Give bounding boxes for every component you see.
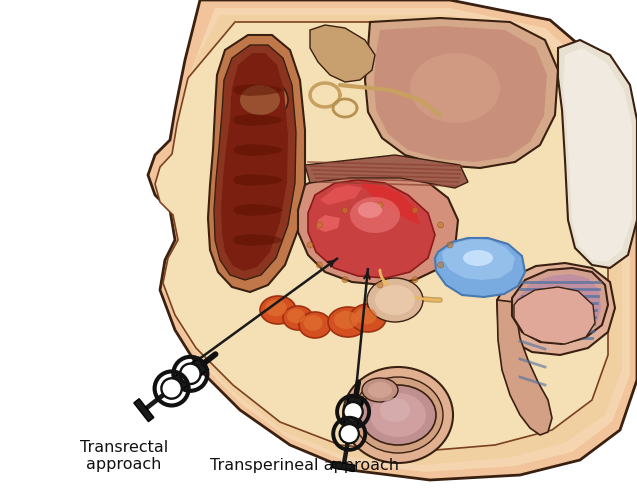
Circle shape <box>377 282 383 288</box>
Circle shape <box>412 208 418 214</box>
Circle shape <box>180 364 201 384</box>
Circle shape <box>438 262 443 268</box>
Polygon shape <box>316 215 340 232</box>
Ellipse shape <box>343 367 453 463</box>
Ellipse shape <box>287 309 305 323</box>
Polygon shape <box>233 84 283 96</box>
Polygon shape <box>298 170 458 285</box>
Ellipse shape <box>265 300 287 316</box>
Polygon shape <box>233 114 283 126</box>
Polygon shape <box>233 234 283 246</box>
Polygon shape <box>341 395 363 441</box>
Ellipse shape <box>380 398 410 422</box>
Ellipse shape <box>328 307 368 337</box>
Polygon shape <box>365 18 558 168</box>
Ellipse shape <box>410 53 500 123</box>
Polygon shape <box>208 35 305 292</box>
Circle shape <box>342 208 348 214</box>
Polygon shape <box>320 185 362 205</box>
Ellipse shape <box>360 385 436 445</box>
Polygon shape <box>221 53 288 271</box>
Ellipse shape <box>353 377 443 453</box>
Polygon shape <box>156 15 622 465</box>
Ellipse shape <box>350 197 400 233</box>
Ellipse shape <box>367 278 423 322</box>
Ellipse shape <box>334 311 358 329</box>
Polygon shape <box>305 155 468 188</box>
Ellipse shape <box>370 393 426 437</box>
Circle shape <box>377 202 383 208</box>
Circle shape <box>317 262 322 268</box>
Circle shape <box>161 378 182 398</box>
Ellipse shape <box>299 312 331 338</box>
Circle shape <box>438 222 443 228</box>
Ellipse shape <box>260 296 296 324</box>
Polygon shape <box>563 48 632 262</box>
Text: Transrectal
approach: Transrectal approach <box>80 440 168 472</box>
Ellipse shape <box>463 250 493 266</box>
Ellipse shape <box>375 285 415 315</box>
Circle shape <box>342 276 348 282</box>
Polygon shape <box>148 0 637 480</box>
Circle shape <box>317 222 322 228</box>
Ellipse shape <box>283 306 313 330</box>
Ellipse shape <box>240 85 280 115</box>
Ellipse shape <box>303 315 322 331</box>
Polygon shape <box>233 174 283 186</box>
Circle shape <box>307 242 313 248</box>
Polygon shape <box>435 238 525 297</box>
Polygon shape <box>233 204 283 216</box>
Polygon shape <box>233 144 283 156</box>
Circle shape <box>447 242 453 248</box>
Polygon shape <box>310 25 375 82</box>
Ellipse shape <box>232 78 288 122</box>
Polygon shape <box>308 180 435 278</box>
Polygon shape <box>155 22 608 452</box>
Ellipse shape <box>358 202 382 218</box>
Polygon shape <box>516 274 601 340</box>
Polygon shape <box>134 398 154 421</box>
Polygon shape <box>442 239 515 280</box>
Polygon shape <box>162 358 208 399</box>
Polygon shape <box>514 287 595 344</box>
Polygon shape <box>157 8 630 472</box>
Polygon shape <box>374 26 547 162</box>
Polygon shape <box>214 45 296 280</box>
Polygon shape <box>360 183 420 225</box>
Polygon shape <box>332 462 355 471</box>
Polygon shape <box>497 300 552 435</box>
Circle shape <box>343 402 362 421</box>
Circle shape <box>412 276 418 282</box>
Polygon shape <box>497 263 615 355</box>
Ellipse shape <box>362 378 398 402</box>
Ellipse shape <box>355 308 377 324</box>
Text: Transperineal approach: Transperineal approach <box>210 458 399 473</box>
Polygon shape <box>558 40 637 268</box>
Ellipse shape <box>368 382 392 398</box>
Ellipse shape <box>350 304 386 332</box>
Polygon shape <box>512 268 608 344</box>
Circle shape <box>340 424 359 444</box>
